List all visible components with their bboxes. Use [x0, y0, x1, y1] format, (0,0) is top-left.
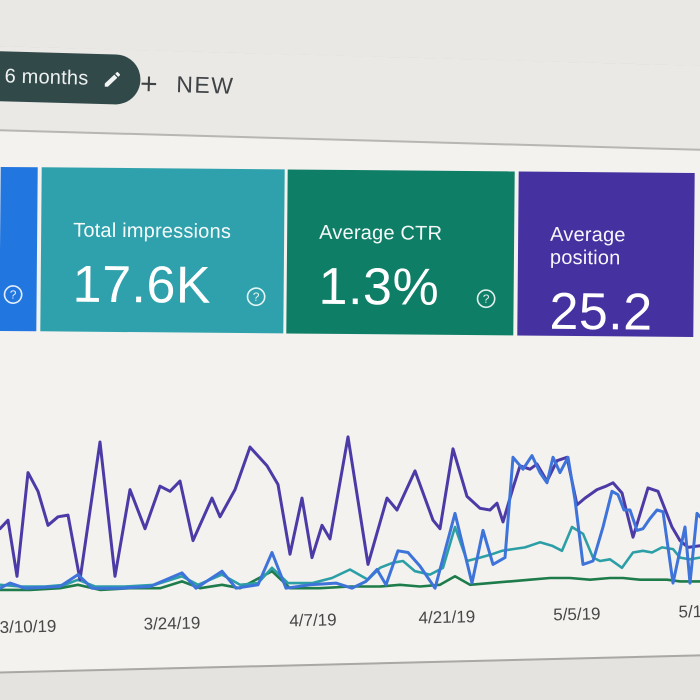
metric-card-label: Total impressions: [73, 219, 232, 243]
metric-card-value: 25.2: [549, 282, 653, 342]
chart-line-average-position: [0, 435, 700, 582]
bottom-gray-band: [0, 653, 700, 700]
x-tick-label: 3/24/19: [143, 613, 201, 634]
x-tick-label: 5/19/19: [678, 601, 700, 622]
toolbar-band: Last 6 months NEW: [0, 45, 700, 152]
performance-chart: [0, 345, 700, 605]
x-tick-label: 3/10/19: [0, 616, 57, 637]
metric-card-total-impressions[interactable]: Total impressions 17.6K ?: [40, 167, 285, 334]
x-tick-label: 5/5/19: [553, 604, 601, 625]
help-icon[interactable]: ?: [3, 284, 24, 305]
metric-card-average-position[interactable]: Average position 25.2 ?: [517, 171, 695, 342]
svg-text:?: ?: [483, 292, 490, 306]
metric-card-label: Average position: [549, 223, 626, 270]
x-tick-label: 4/7/19: [289, 610, 337, 631]
chart-line-total-clicks: [0, 454, 700, 590]
help-icon[interactable]: ?: [476, 288, 497, 309]
help-icon[interactable]: ?: [246, 286, 267, 307]
x-axis-labels: 3/10/19 3/24/19 4/7/19 4/21/19 5/5/19 5/19/19: [0, 601, 700, 642]
date-filter-label: Last 6 months: [0, 64, 89, 90]
x-tick-label: 4/21/19: [418, 607, 476, 628]
plus-icon: [141, 76, 157, 91]
metric-card-partial-left-card[interactable]: ?: [0, 166, 38, 332]
edit-pencil-icon[interactable]: [102, 69, 123, 90]
chart-canvas: [0, 435, 700, 592]
date-filter-chip[interactable]: Last 6 months: [0, 49, 142, 106]
new-button-label: NEW: [175, 70, 235, 99]
svg-text:?: ?: [253, 290, 260, 304]
svg-text:?: ?: [10, 288, 17, 302]
chart-line-average-ctr: [0, 569, 700, 592]
metric-card-label: Average CTR: [319, 221, 443, 245]
chart-line-total-impressions: [0, 525, 700, 588]
metric-cards-row: ? Total impressions 17.6K ? Average CTR …: [0, 166, 700, 342]
metric-card-average-ctr[interactable]: Average CTR 1.3% ?: [286, 169, 515, 336]
new-button[interactable]: NEW: [136, 66, 235, 103]
